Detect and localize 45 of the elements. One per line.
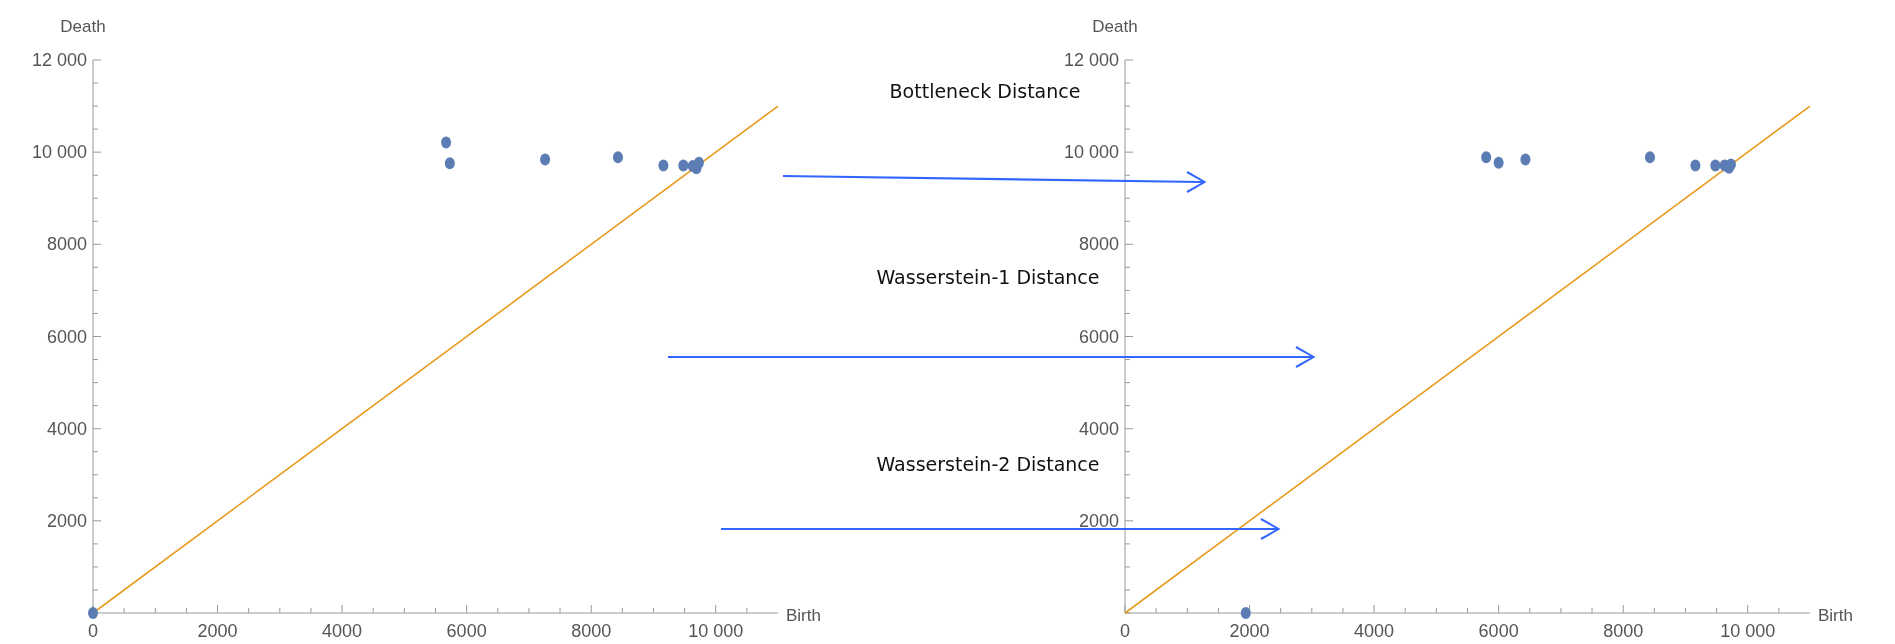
y-axis-title: Death: [60, 17, 106, 36]
y-tick-label: 8000: [1078, 234, 1119, 255]
y-tick-label: 4000: [46, 418, 87, 439]
x-tick-label: 2000: [197, 621, 238, 641]
y-tick-label: 4000: [1078, 418, 1119, 439]
point: [658, 159, 669, 172]
y-tick-label: 2000: [46, 510, 87, 531]
point: [1520, 153, 1531, 166]
x-tick-label: 0: [87, 621, 99, 641]
y-tick-label: 12 000: [31, 50, 87, 70]
point: [1493, 156, 1504, 169]
x-axis-title: Birth: [1818, 606, 1853, 625]
point: [678, 159, 689, 172]
x-axis-title: Birth: [786, 606, 821, 625]
point: [693, 156, 704, 169]
x-tick-label: 0: [1119, 621, 1131, 641]
point: [1710, 159, 1721, 172]
y-tick-label: 12 000: [1063, 50, 1119, 70]
y-tick-label: 6000: [46, 326, 87, 347]
x-tick-label: 2000: [1229, 621, 1270, 641]
x-tick-label: 6000: [1478, 621, 1519, 641]
x-tick-label: 8000: [1603, 621, 1644, 641]
y-tick-label: 2000: [1078, 510, 1119, 531]
text: Wasserstein-1 Distance: [876, 266, 1100, 288]
text: Bottleneck Distance: [889, 80, 1081, 102]
y-tick-label: 8000: [46, 234, 87, 255]
point: [1690, 159, 1701, 172]
y-axis-title: Death: [1092, 17, 1138, 36]
point: [1481, 151, 1492, 164]
point: [444, 157, 455, 170]
x-tick-label: 10 000: [1720, 621, 1776, 641]
y-tick-label: 6000: [1078, 326, 1119, 347]
point: [1240, 607, 1251, 619]
x-tick-label: 8000: [571, 621, 612, 641]
x-tick-label: 4000: [1354, 621, 1395, 641]
x-tick-label: 6000: [446, 621, 487, 641]
y-tick-label: 10 000: [1063, 142, 1119, 163]
text: Wasserstein-2 Distance: [876, 453, 1100, 475]
x-tick-label: 10 000: [688, 621, 744, 641]
x-tick-label: 4000: [322, 621, 363, 641]
point: [612, 151, 623, 164]
point: [441, 136, 452, 149]
y-tick-label: 10 000: [31, 142, 87, 163]
point: [1644, 151, 1655, 164]
point: [540, 153, 551, 166]
